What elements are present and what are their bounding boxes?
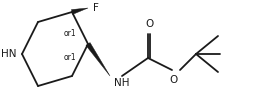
Text: NH: NH: [114, 78, 130, 88]
Polygon shape: [71, 8, 88, 14]
Text: F: F: [93, 3, 99, 13]
Text: or1: or1: [64, 53, 77, 63]
Text: O: O: [145, 19, 153, 29]
Text: or1: or1: [64, 29, 77, 38]
Polygon shape: [86, 43, 110, 76]
Text: HN: HN: [1, 49, 16, 59]
Text: O: O: [169, 75, 177, 85]
